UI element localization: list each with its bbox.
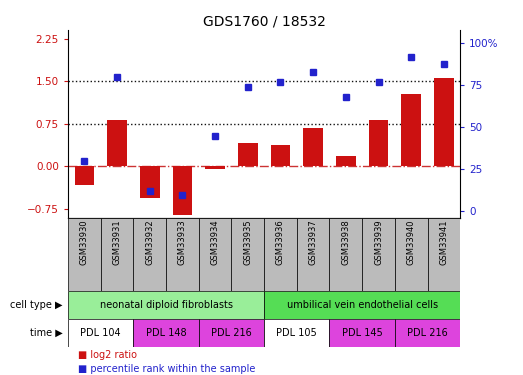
Text: ■ log2 ratio: ■ log2 ratio — [78, 350, 138, 360]
Bar — [395, 319, 460, 347]
Bar — [264, 319, 329, 347]
Text: PDL 216: PDL 216 — [407, 328, 448, 338]
Bar — [303, 128, 323, 166]
Text: GSM33933: GSM33933 — [178, 220, 187, 266]
Bar — [264, 291, 460, 319]
Text: GSM33940: GSM33940 — [407, 220, 416, 265]
Bar — [199, 217, 231, 291]
Text: GSM33941: GSM33941 — [439, 220, 448, 265]
Text: PDL 104: PDL 104 — [81, 328, 121, 338]
Bar — [68, 319, 133, 347]
Bar — [395, 217, 428, 291]
Bar — [329, 319, 395, 347]
Text: GSM33937: GSM33937 — [309, 220, 317, 266]
Bar — [238, 142, 257, 166]
Bar — [428, 217, 460, 291]
Bar — [231, 217, 264, 291]
Text: PDL 148: PDL 148 — [146, 328, 186, 338]
Text: PDL 105: PDL 105 — [277, 328, 317, 338]
Bar — [336, 156, 356, 166]
Bar — [166, 217, 199, 291]
Text: umbilical vein endothelial cells: umbilical vein endothelial cells — [287, 300, 438, 310]
Bar — [68, 217, 100, 291]
Text: GSM33930: GSM33930 — [80, 220, 89, 266]
Bar — [68, 291, 264, 319]
Bar — [140, 166, 160, 198]
Text: PDL 145: PDL 145 — [342, 328, 382, 338]
Bar — [297, 217, 329, 291]
Text: GSM33939: GSM33939 — [374, 220, 383, 266]
Bar — [271, 145, 290, 166]
Bar — [107, 120, 127, 166]
Bar — [133, 319, 199, 347]
Bar — [264, 217, 297, 291]
Text: GSM33938: GSM33938 — [342, 220, 350, 266]
Text: GSM33936: GSM33936 — [276, 220, 285, 266]
Bar — [402, 94, 421, 166]
Bar — [74, 166, 94, 184]
Text: PDL 216: PDL 216 — [211, 328, 252, 338]
Title: GDS1760 / 18532: GDS1760 / 18532 — [203, 15, 325, 29]
Text: GSM33934: GSM33934 — [211, 220, 220, 266]
Text: GSM33935: GSM33935 — [243, 220, 252, 266]
Bar — [100, 217, 133, 291]
Bar — [133, 217, 166, 291]
Text: GSM33931: GSM33931 — [112, 220, 121, 266]
Text: ■ percentile rank within the sample: ■ percentile rank within the sample — [78, 364, 256, 374]
Text: neonatal diploid fibroblasts: neonatal diploid fibroblasts — [99, 300, 233, 310]
Bar — [199, 319, 264, 347]
Text: cell type ▶: cell type ▶ — [10, 300, 63, 310]
Bar — [362, 217, 395, 291]
Bar — [369, 120, 388, 166]
Bar — [206, 166, 225, 169]
Bar — [329, 217, 362, 291]
Bar — [434, 78, 453, 166]
Bar — [173, 166, 192, 214]
Text: time ▶: time ▶ — [30, 328, 63, 338]
Text: GSM33932: GSM33932 — [145, 220, 154, 266]
